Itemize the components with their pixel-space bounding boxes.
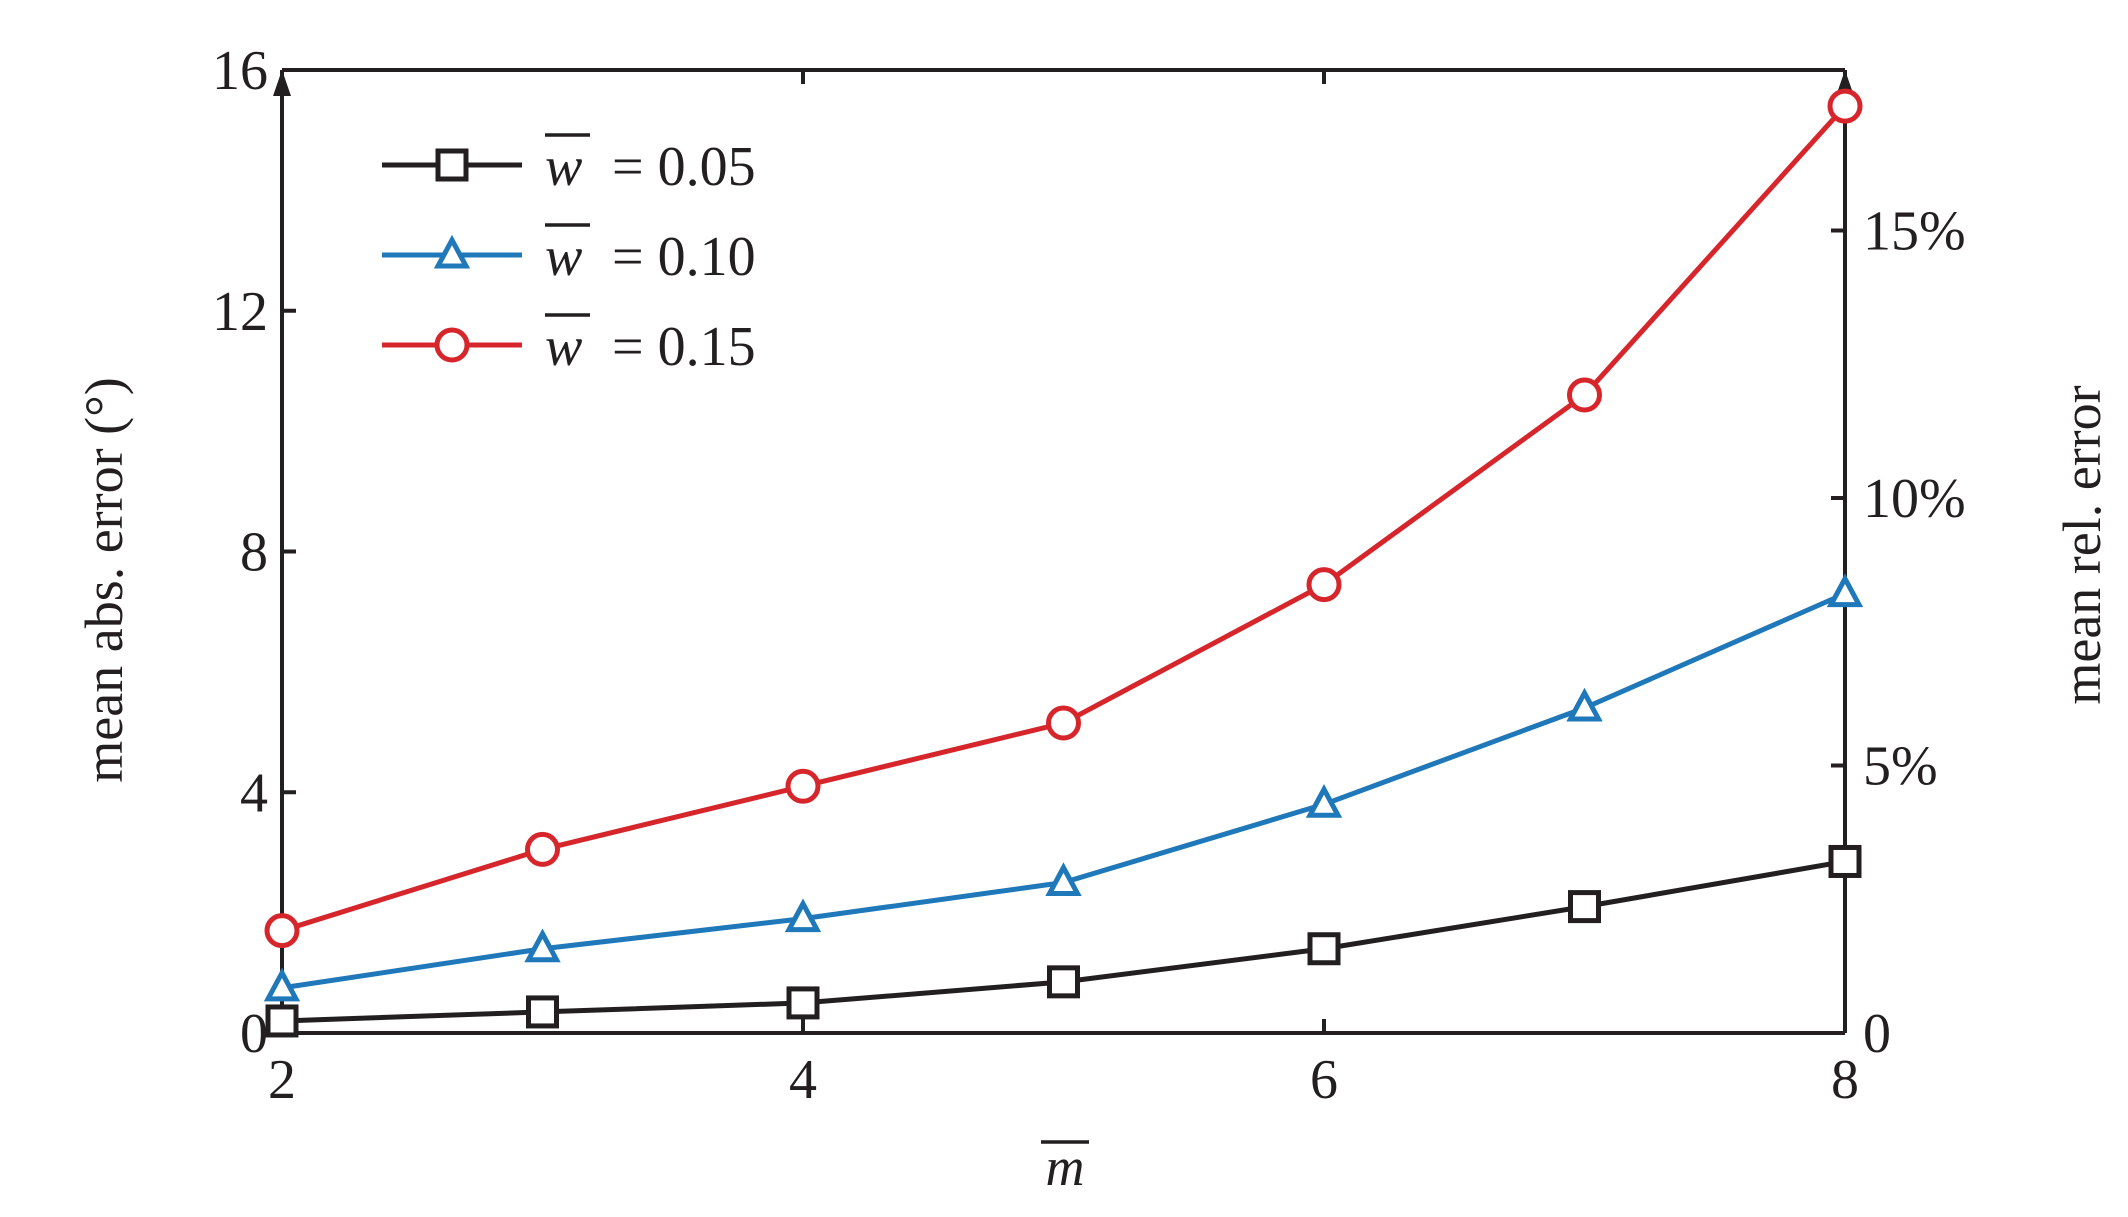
y2-tick-label: 5% bbox=[1863, 736, 1938, 798]
x-tick-label: 8 bbox=[1831, 1049, 1859, 1111]
legend-item-1: w = 0.05 bbox=[382, 133, 756, 198]
data-point bbox=[785, 768, 821, 804]
legend-label: = 0.05 bbox=[612, 136, 756, 198]
data-point bbox=[526, 995, 559, 1029]
series-line bbox=[281, 591, 1847, 991]
y2-tick-label: 10% bbox=[1863, 468, 1966, 530]
data-point bbox=[264, 913, 300, 949]
y2-tick-label: 0 bbox=[1863, 1003, 1891, 1065]
series-line bbox=[281, 104, 1847, 934]
x-tick-label: 6 bbox=[1310, 1049, 1338, 1111]
data-point bbox=[1307, 932, 1341, 966]
data-point bbox=[265, 1004, 299, 1038]
data-point bbox=[524, 928, 561, 963]
series-2 bbox=[263, 573, 1864, 1002]
data-point bbox=[784, 898, 822, 933]
data-point bbox=[1828, 844, 1862, 878]
y-tick-label: 8 bbox=[240, 522, 268, 584]
data-point bbox=[1047, 965, 1080, 999]
data-point bbox=[1305, 784, 1343, 818]
data-point bbox=[1568, 890, 1601, 924]
series-layer bbox=[263, 88, 1864, 1038]
data-point bbox=[1306, 567, 1342, 603]
y-tick-label: 16 bbox=[212, 40, 268, 102]
y-tick-label: 0 bbox=[240, 1003, 268, 1065]
x-tick-label: 4 bbox=[789, 1049, 817, 1111]
data-point bbox=[1827, 88, 1863, 124]
data-point bbox=[1826, 573, 1864, 608]
legend-variable: w bbox=[545, 226, 582, 288]
y2-axis-label: mean rel. error bbox=[2052, 385, 2112, 704]
data-point bbox=[525, 831, 560, 867]
series-1 bbox=[265, 844, 1862, 1038]
legend: w = 0.05 w = 0.10 w = 0.15 bbox=[382, 133, 756, 378]
y-axis-label: mean abs. error (°) bbox=[74, 377, 134, 782]
x-axis-label: m bbox=[1046, 1137, 1085, 1197]
data-point bbox=[1046, 705, 1081, 741]
y2-tick-label: 15% bbox=[1863, 201, 1966, 263]
data-point bbox=[1045, 862, 1082, 897]
y-tick-label: 4 bbox=[240, 762, 268, 824]
data-point bbox=[786, 986, 820, 1020]
legend-variable: w bbox=[545, 316, 582, 378]
legend-item-3: w = 0.15 bbox=[382, 313, 756, 378]
legend-label: = 0.10 bbox=[612, 226, 756, 288]
legend-label: = 0.15 bbox=[612, 316, 756, 378]
data-point bbox=[1567, 377, 1602, 413]
legend-marker bbox=[435, 148, 469, 182]
data-point bbox=[1566, 687, 1603, 722]
legend-item-2: w = 0.10 bbox=[382, 223, 756, 288]
legend-marker bbox=[434, 327, 470, 363]
y-tick-label: 12 bbox=[212, 281, 268, 343]
series-3 bbox=[264, 88, 1863, 949]
legend-variable: w bbox=[545, 136, 582, 198]
data-point bbox=[263, 967, 301, 1002]
legend-marker bbox=[433, 234, 471, 269]
x-tick-label: 2 bbox=[268, 1049, 296, 1111]
